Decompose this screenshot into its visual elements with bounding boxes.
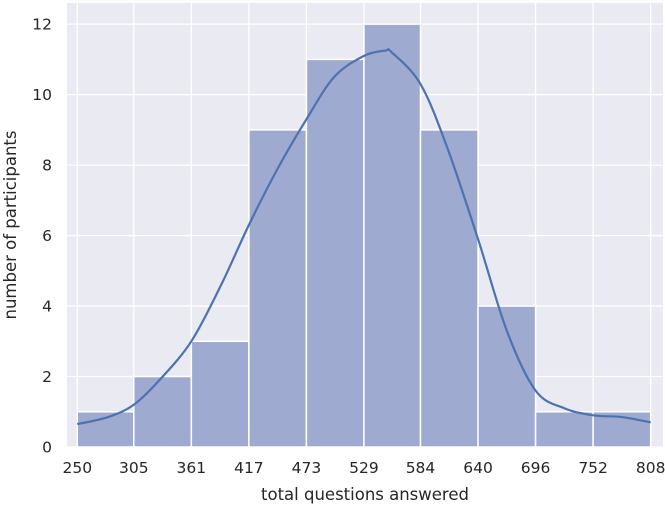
histogram-bar [534, 411, 594, 448]
x-tick-label: 417 [234, 459, 264, 477]
x-tick-label: 696 [521, 459, 551, 477]
y-tick-label: 4 [42, 298, 52, 316]
histogram-bar [363, 23, 422, 448]
y-axis-label: number of participants [1, 131, 20, 320]
x-tick-label: 250 [62, 459, 92, 477]
histogram-bar [190, 340, 250, 448]
y-tick-label: 12 [32, 16, 52, 34]
x-tick-labels: 250 305 361 417 473 529 584 640 696 752 808 [62, 459, 665, 477]
histogram-bar [248, 129, 308, 448]
y-tick-label: 6 [42, 227, 52, 245]
bars [76, 23, 652, 448]
x-tick-label: 529 [349, 459, 379, 477]
histogram-bar [305, 58, 365, 448]
y-tick-label: 8 [42, 157, 52, 175]
y-tick-labels: 0 2 4 6 8 10 12 [32, 16, 52, 457]
y-tick-label: 10 [32, 86, 52, 104]
x-tick-label: 361 [177, 459, 207, 477]
x-axis-label: total questions answered [261, 485, 469, 504]
x-tick-label: 584 [406, 459, 436, 477]
x-tick-label: 473 [292, 459, 322, 477]
x-tick-label: 640 [463, 459, 493, 477]
kde-curve [77, 48, 651, 426]
y-tick-label: 0 [42, 439, 52, 457]
histogram-bar [419, 129, 479, 448]
x-tick-label: 305 [119, 459, 149, 477]
x-tick-label: 808 [636, 459, 665, 477]
histogram-bar [133, 375, 193, 448]
x-tick-label: 752 [578, 459, 608, 477]
y-tick-label: 2 [42, 368, 52, 386]
